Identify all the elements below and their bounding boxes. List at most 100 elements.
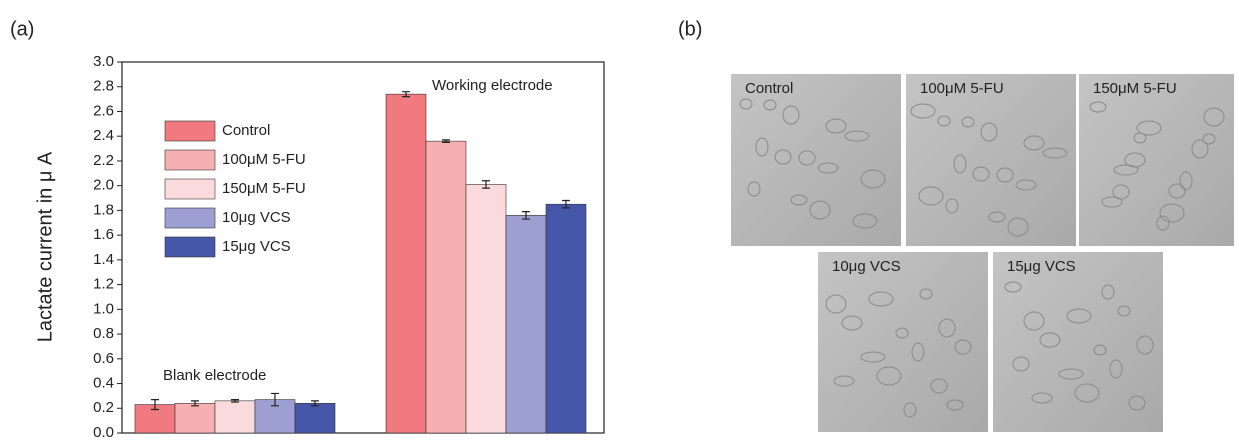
- cell: [1128, 395, 1146, 411]
- cell: [1159, 203, 1185, 223]
- cell: [938, 318, 956, 338]
- legend-label: 100μM 5-FU: [222, 151, 306, 168]
- cell: [1156, 215, 1170, 231]
- cell: [918, 186, 944, 206]
- bar: [465, 184, 507, 434]
- micrograph-label: 100μM 5-FU: [920, 80, 1004, 97]
- legend-label: 10μg VCS: [222, 209, 291, 226]
- cell: [1012, 356, 1030, 372]
- cell: [895, 327, 909, 339]
- cell: [1117, 305, 1131, 317]
- cell: [946, 399, 964, 411]
- legend-label: Control: [222, 122, 270, 139]
- micrograph: [818, 252, 988, 432]
- cell: [755, 137, 769, 157]
- legend-swatch: [164, 236, 216, 258]
- bar: [214, 400, 256, 434]
- y-tick-label: 0.8: [93, 325, 114, 342]
- bar: [545, 203, 587, 434]
- legend-label: 150μM 5-FU: [222, 180, 306, 197]
- y-tick-label: 1.4: [93, 251, 114, 268]
- y-tick-label: 3.0: [93, 53, 114, 70]
- category-label: Blank electrode: [163, 367, 266, 384]
- cell: [1039, 332, 1061, 348]
- cell: [1109, 359, 1123, 379]
- cell: [739, 98, 753, 110]
- cell: [841, 315, 863, 331]
- cell: [825, 294, 847, 314]
- cell: [996, 167, 1014, 183]
- micrograph: [906, 74, 1076, 246]
- cell: [911, 342, 925, 362]
- cell: [1203, 107, 1225, 127]
- cell: [930, 378, 948, 394]
- y-tick-label: 1.8: [93, 201, 114, 218]
- micrograph: [993, 252, 1163, 432]
- cell: [763, 99, 777, 111]
- plot-frame: [121, 61, 605, 434]
- y-tick-label: 0.4: [93, 375, 114, 392]
- cell: [961, 116, 975, 128]
- error-bar: [231, 399, 239, 403]
- micrograph: [1079, 74, 1234, 246]
- bar: [505, 215, 547, 434]
- cell: [1007, 217, 1029, 237]
- error-bar: [482, 180, 490, 189]
- cell: [876, 366, 902, 386]
- cell: [860, 169, 886, 189]
- cell: [868, 291, 894, 307]
- cell: [1101, 196, 1123, 208]
- cell: [1023, 135, 1045, 151]
- cell: [798, 150, 816, 166]
- panel-label: (b): [678, 18, 702, 40]
- y-tick-label: 0.6: [93, 350, 114, 367]
- cell: [1066, 308, 1092, 324]
- cell: [852, 213, 878, 229]
- y-tick-label: 2.8: [93, 78, 114, 95]
- bar: [385, 93, 427, 434]
- cell: [980, 122, 998, 142]
- y-tick-label: 0.2: [93, 399, 114, 416]
- micrograph: [731, 74, 901, 246]
- cell: [1136, 120, 1162, 136]
- cell: [919, 288, 933, 300]
- error-bar: [562, 199, 570, 209]
- legend-label: 15μg VCS: [222, 238, 291, 255]
- cell: [1031, 392, 1053, 404]
- error-bar: [522, 211, 530, 220]
- y-tick-label: 2.4: [93, 127, 114, 144]
- cell: [988, 211, 1006, 223]
- cell: [825, 118, 847, 134]
- cell: [945, 198, 959, 214]
- bar: [294, 403, 336, 434]
- y-tick-label: 2.2: [93, 152, 114, 169]
- category-label: Working electrode: [432, 77, 553, 94]
- error-bar: [151, 399, 159, 411]
- legend-swatch: [164, 149, 216, 171]
- cell: [790, 194, 808, 206]
- cell: [903, 402, 917, 418]
- cell: [1124, 152, 1146, 168]
- cell: [1168, 183, 1186, 199]
- cell: [910, 103, 936, 119]
- legend-swatch: [164, 178, 216, 200]
- cell: [860, 351, 886, 363]
- bar: [425, 140, 467, 434]
- cell: [1136, 335, 1154, 355]
- cell: [782, 105, 800, 125]
- cell: [1042, 147, 1068, 159]
- y-tick-label: 0.0: [93, 424, 114, 438]
- y-tick-label: 1.6: [93, 226, 114, 243]
- cell: [1058, 368, 1084, 380]
- micrograph-label: 150μM 5-FU: [1093, 80, 1177, 97]
- y-tick-label: 2.6: [93, 102, 114, 119]
- micrograph-label: 10μg VCS: [832, 258, 901, 275]
- cell: [1015, 179, 1037, 191]
- micrograph-label: 15μg VCS: [1007, 258, 1076, 275]
- cell: [953, 154, 967, 174]
- error-bar: [442, 139, 450, 143]
- error-bar: [191, 400, 199, 407]
- y-tick-label: 2.0: [93, 177, 114, 194]
- cell: [1074, 383, 1100, 403]
